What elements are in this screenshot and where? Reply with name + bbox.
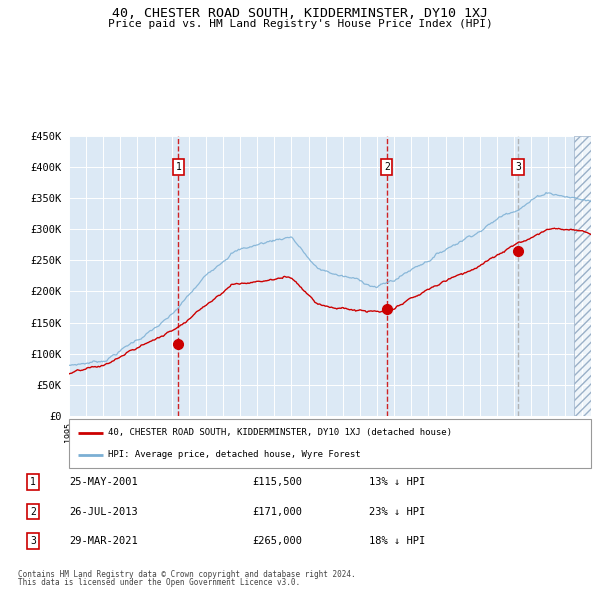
Text: 40, CHESTER ROAD SOUTH, KIDDERMINSTER, DY10 1XJ (detached house): 40, CHESTER ROAD SOUTH, KIDDERMINSTER, D… [108, 428, 452, 437]
Text: Contains HM Land Registry data © Crown copyright and database right 2024.: Contains HM Land Registry data © Crown c… [18, 570, 356, 579]
Text: 18% ↓ HPI: 18% ↓ HPI [369, 536, 425, 546]
Text: £171,000: £171,000 [252, 507, 302, 516]
Text: 2: 2 [384, 162, 390, 172]
Text: 1: 1 [175, 162, 181, 172]
Text: 2: 2 [30, 507, 36, 516]
Text: £265,000: £265,000 [252, 536, 302, 546]
Text: HPI: Average price, detached house, Wyre Forest: HPI: Average price, detached house, Wyre… [108, 450, 361, 459]
Text: 40, CHESTER ROAD SOUTH, KIDDERMINSTER, DY10 1XJ: 40, CHESTER ROAD SOUTH, KIDDERMINSTER, D… [112, 7, 488, 20]
Text: Price paid vs. HM Land Registry's House Price Index (HPI): Price paid vs. HM Land Registry's House … [107, 19, 493, 30]
Text: This data is licensed under the Open Government Licence v3.0.: This data is licensed under the Open Gov… [18, 578, 300, 587]
Text: 29-MAR-2021: 29-MAR-2021 [69, 536, 138, 546]
Text: 26-JUL-2013: 26-JUL-2013 [69, 507, 138, 516]
Text: £115,500: £115,500 [252, 477, 302, 487]
Text: 13% ↓ HPI: 13% ↓ HPI [369, 477, 425, 487]
Text: 3: 3 [30, 536, 36, 546]
Text: 1: 1 [30, 477, 36, 487]
Text: 23% ↓ HPI: 23% ↓ HPI [369, 507, 425, 516]
Text: 3: 3 [515, 162, 521, 172]
FancyBboxPatch shape [69, 419, 591, 468]
Text: 25-MAY-2001: 25-MAY-2001 [69, 477, 138, 487]
